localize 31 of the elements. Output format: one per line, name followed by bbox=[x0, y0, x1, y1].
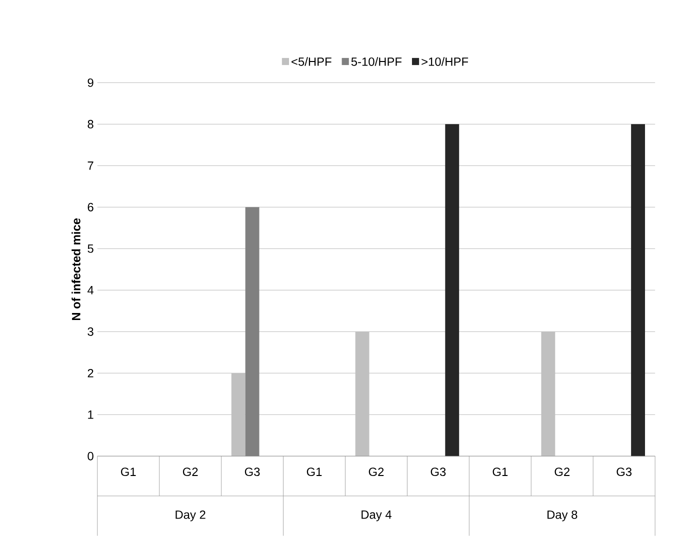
text: Day 4 bbox=[362, 510, 392, 522]
x-tick-label: G3 bbox=[616, 468, 632, 476]
y-tick-label: 6 bbox=[88, 203, 94, 212]
y-tick-label: 1 bbox=[88, 410, 94, 419]
x-tick-label: G2 bbox=[182, 468, 198, 476]
y-axis-title: N of infected mice bbox=[72, 218, 80, 320]
text: Day 8 bbox=[548, 510, 578, 522]
x-tick-label: G2 bbox=[554, 468, 570, 476]
y-tick-label: 8 bbox=[88, 120, 94, 128]
y-tick-label: 9 bbox=[88, 78, 94, 87]
y-tick-label: 3 bbox=[88, 328, 94, 336]
bar bbox=[231, 373, 246, 456]
x-tick-label: G1 bbox=[492, 468, 508, 476]
legend-label: <5/HPF bbox=[292, 57, 332, 66]
y-tick-label: 2 bbox=[88, 369, 94, 378]
bar bbox=[355, 332, 370, 456]
x-tick-label: G1 bbox=[306, 468, 322, 476]
text: Day 2 bbox=[176, 510, 206, 522]
bar bbox=[541, 332, 556, 456]
y-tick-label: 7 bbox=[88, 162, 94, 170]
x-tick-label: G2 bbox=[368, 468, 384, 476]
x-tick-label: G3 bbox=[430, 468, 446, 476]
bar bbox=[631, 124, 646, 456]
legend-label: >10/HPF bbox=[422, 57, 468, 66]
x-tick-label: G3 bbox=[244, 468, 260, 476]
legend-label: 5-10/HPF bbox=[351, 57, 402, 66]
y-tick-label: 4 bbox=[88, 286, 94, 294]
y-tick-label: 5 bbox=[88, 244, 94, 253]
x-tick-label: G1 bbox=[120, 468, 136, 476]
bar bbox=[445, 124, 460, 456]
y-tick-label: 0 bbox=[88, 452, 94, 460]
